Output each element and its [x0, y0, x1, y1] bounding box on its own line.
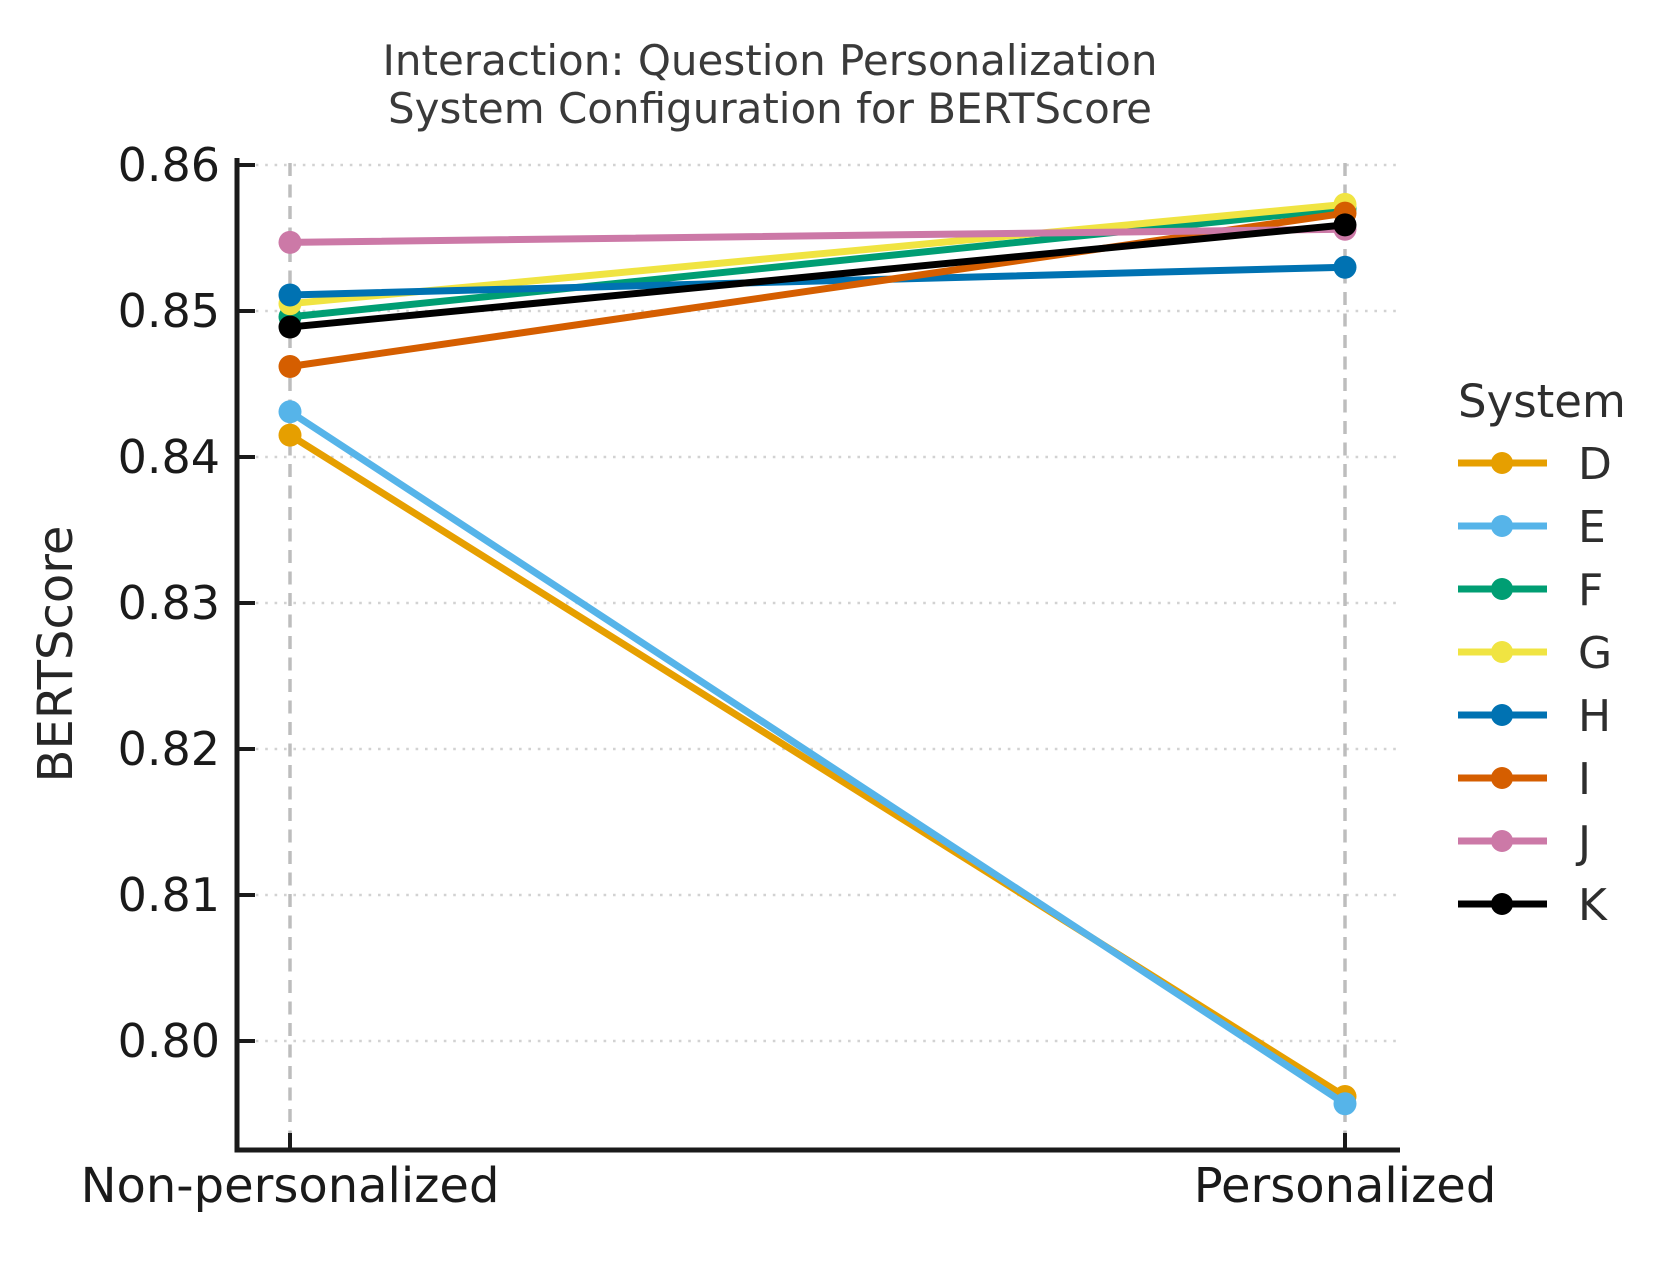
gridlines	[237, 163, 1400, 1148]
y-tick-label: 0.84	[118, 430, 220, 484]
legend-swatch-dot-H	[1491, 704, 1513, 726]
legend-item-H: H	[1458, 691, 1611, 742]
legend-swatch-dot-F	[1491, 578, 1513, 600]
chart-title-line-2: System Configuration for BERTScore	[388, 84, 1152, 133]
legend-item-F: F	[1458, 565, 1603, 616]
series-line-J	[286, 225, 1349, 246]
series-point-J-0	[278, 230, 302, 254]
series-point-K-1	[1333, 213, 1357, 237]
series	[278, 192, 1357, 1116]
legend-swatch-dot-D	[1491, 452, 1513, 474]
legend-swatch-dot-G	[1491, 641, 1513, 663]
y-axis-label: BERTScore	[28, 526, 84, 783]
legend-label-J: J	[1575, 817, 1591, 868]
legend-label-K: K	[1578, 880, 1608, 931]
chart-title-line-1: Interaction: Question Personalization	[382, 36, 1157, 85]
x-tick-label-non-personalized: Non-personalized	[81, 1158, 500, 1214]
legend-item-J: J	[1458, 817, 1591, 868]
legend-swatch-dot-J	[1491, 830, 1513, 852]
x-tick-label-personalized: Personalized	[1194, 1158, 1497, 1214]
legend-item-E: E	[1458, 502, 1606, 553]
y-tick-label: 0.81	[118, 868, 220, 922]
series-line-K	[286, 221, 1349, 331]
series-line-H	[286, 263, 1349, 299]
series-point-H-1	[1333, 255, 1357, 279]
legend-item-I: I	[1458, 754, 1591, 805]
y-tick-label: 0.83	[118, 576, 220, 630]
series-point-E-0	[278, 400, 302, 424]
series-point-I-0	[278, 354, 302, 378]
legend-item-G: G	[1458, 628, 1612, 679]
legend-swatch-dot-K	[1491, 893, 1513, 915]
legend-swatch-dot-E	[1491, 515, 1513, 537]
y-tick-label: 0.85	[118, 284, 220, 338]
y-tick-label: 0.82	[118, 722, 220, 776]
series-point-D-0	[278, 423, 302, 447]
legend-label-G: G	[1578, 628, 1612, 679]
series-line-F	[286, 205, 1349, 321]
y-tick-label: 0.86	[118, 138, 220, 192]
series-point-H-0	[278, 283, 302, 307]
series-line-E	[286, 408, 1349, 1108]
legend-title: System	[1458, 375, 1626, 428]
legend-label-F: F	[1578, 565, 1603, 616]
series-point-K-0	[278, 315, 302, 339]
legend-label-E: E	[1578, 502, 1606, 553]
series-point-E-1	[1333, 1092, 1357, 1116]
legend-item-K: K	[1458, 880, 1608, 931]
legend-label-I: I	[1578, 754, 1591, 805]
legend-label-H: H	[1578, 691, 1611, 742]
legend-swatch-dot-I	[1491, 767, 1513, 789]
legend-label-D: D	[1578, 439, 1612, 490]
y-tick-labels: 0.86 0.85 0.84 0.83 0.82 0.81 0.80	[118, 138, 220, 1068]
legend-item-D: D	[1458, 439, 1612, 490]
axes	[234, 158, 1400, 1153]
y-tick-label: 0.80	[118, 1014, 220, 1068]
